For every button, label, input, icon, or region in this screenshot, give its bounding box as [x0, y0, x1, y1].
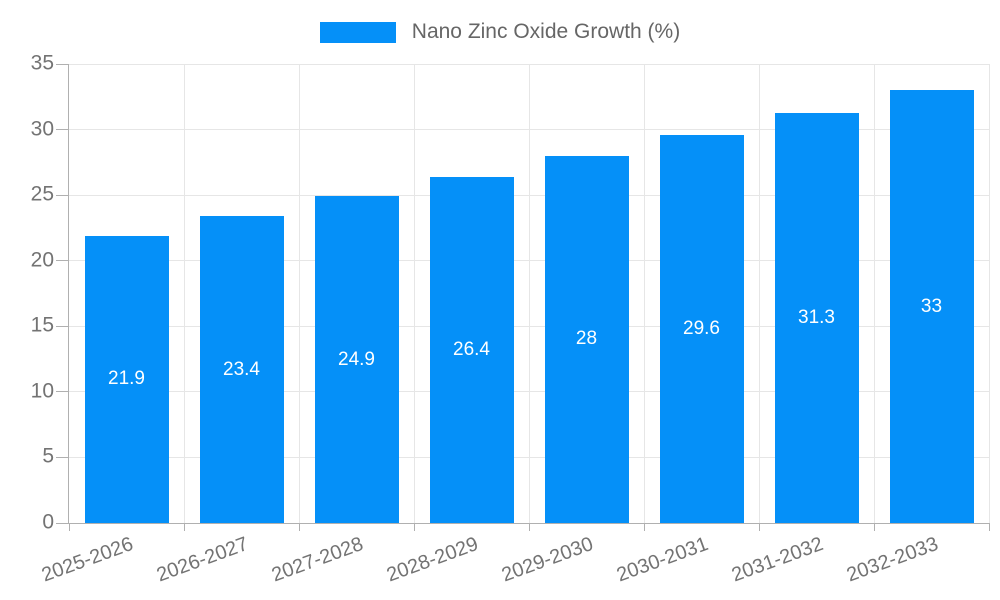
gridline [183, 64, 185, 523]
gridline [298, 64, 300, 523]
bar: 24.9 [314, 196, 399, 523]
y-axis-tick [56, 325, 68, 327]
x-axis-tick [758, 523, 760, 531]
bar-value-label: 21.9 [108, 368, 145, 390]
legend[interactable]: Nano Zinc Oxide Growth (%) [0, 20, 1000, 44]
y-tick-label: 10 [30, 379, 54, 403]
y-axis-tick [56, 260, 68, 262]
gridline [873, 64, 875, 523]
x-axis-tick [68, 523, 70, 531]
x-axis-tick [643, 523, 645, 531]
gridline [643, 64, 645, 523]
bar: 21.9 [84, 235, 169, 523]
gridline [413, 64, 415, 523]
x-axis-tick [298, 523, 300, 531]
x-axis-tick [873, 523, 875, 531]
gridline [758, 64, 760, 523]
gridline [988, 64, 990, 523]
bar: 26.4 [429, 176, 514, 523]
legend-label: Nano Zinc Oxide Growth (%) [411, 20, 681, 43]
x-axis-tick [413, 523, 415, 531]
y-tick-label: 0 [42, 510, 54, 534]
x-axis-tick [528, 523, 530, 531]
x-axis-tick [988, 523, 990, 531]
y-tick-label: 15 [30, 313, 54, 337]
y-tick-label: 25 [30, 182, 54, 206]
bar: 31.3 [774, 112, 859, 523]
plot-area: 0 5 10 15 20 25 30 35 21.9 23.4 24.9 26.4 28 29.6 31.3… [31, 52, 990, 586]
x-tick-label: 2026-2027 [153, 533, 252, 587]
y-tick-label: 5 [42, 444, 54, 468]
bar: 23.4 [199, 216, 284, 523]
bar: 29.6 [659, 134, 744, 523]
x-tick-label: 2029-2030 [498, 533, 597, 587]
y-axis-tick [56, 391, 68, 393]
x-tick-label: 2028-2029 [383, 533, 482, 587]
gridline [528, 64, 530, 523]
x-axis-tick [183, 523, 185, 531]
bar-value-label: 29.6 [683, 317, 720, 339]
x-tick-label: 2030-2031 [613, 533, 712, 587]
bar-value-label: 23.4 [223, 358, 260, 380]
bar-value-label: 33 [920, 295, 943, 317]
x-tick-label: 2025-2026 [38, 533, 137, 587]
bar-value-label: 24.9 [338, 348, 375, 370]
y-axis-tick [56, 63, 68, 65]
bar: 33 [889, 90, 974, 523]
y-axis-tick [56, 522, 68, 524]
y-tick-label: 35 [30, 51, 54, 75]
y-axis-tick [56, 194, 68, 196]
x-tick-label: 2027-2028 [268, 533, 367, 587]
x-tick-label: 2032-2033 [843, 533, 942, 587]
bar-value-label: 28 [575, 328, 598, 350]
y-tick-label: 30 [30, 117, 54, 141]
y-axis-tick [56, 129, 68, 131]
y-axis-tick [56, 456, 68, 458]
x-tick-label: 2031-2032 [728, 533, 827, 587]
legend-swatch [319, 21, 396, 43]
bar-value-label: 26.4 [453, 338, 490, 360]
bar: 28 [544, 155, 629, 523]
y-tick-label: 20 [30, 248, 54, 272]
bar-value-label: 31.3 [798, 306, 835, 328]
